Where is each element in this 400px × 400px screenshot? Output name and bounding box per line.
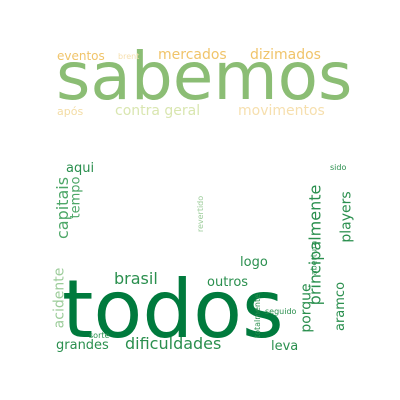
word-seguido: seguido: [265, 307, 297, 316]
word-brasil: brasil: [114, 269, 158, 288]
word-aqui: aqui: [66, 161, 95, 176]
word-acidente: acidente: [51, 267, 68, 329]
word-sido: sido: [330, 163, 347, 172]
word-revertido: revertido: [196, 195, 206, 233]
word-outros: outros: [207, 275, 249, 290]
word-totalmente: totalmente: [253, 293, 263, 339]
word-grandes: grandes: [56, 338, 109, 353]
word-tempo: tempo: [68, 176, 84, 219]
word-logo: logo: [240, 255, 268, 270]
word-dizimados: dizimados: [250, 47, 321, 63]
word-brent: brent: [118, 52, 140, 61]
word-movimentos: movimentos: [238, 103, 325, 119]
word-mercados: mercados: [158, 47, 227, 63]
word-players: players: [338, 191, 355, 243]
word-aramco: aramco: [333, 281, 349, 332]
word-dificuldades: dificuldades: [125, 334, 222, 353]
word-eventos: eventos: [57, 49, 105, 63]
word-abertura: abertura: [309, 240, 319, 276]
word-leva: leva: [271, 339, 299, 354]
word-porque: porque: [298, 283, 315, 333]
word-contra-geral: contra geral: [115, 103, 201, 119]
word-sabemos: sabemos: [56, 38, 353, 115]
word-apos: após: [57, 105, 84, 118]
word-todos: todos: [62, 263, 284, 356]
word-sorte: sorte: [89, 331, 110, 340]
